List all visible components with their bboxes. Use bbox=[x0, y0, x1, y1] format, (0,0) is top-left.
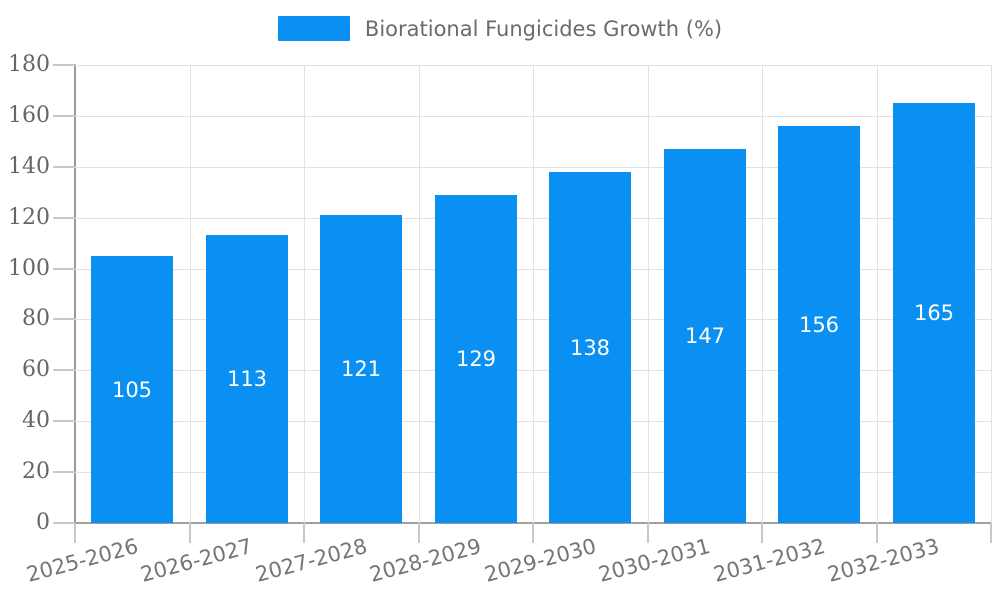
bar-value-label: 105 bbox=[111, 377, 153, 402]
bar[interactable]: 165 bbox=[893, 103, 975, 523]
y-axis-tick bbox=[53, 522, 75, 524]
y-axis-tick bbox=[53, 369, 75, 371]
x-gridline bbox=[762, 65, 763, 523]
y-axis-tick-label: 160 bbox=[8, 103, 50, 128]
x-axis-tick bbox=[761, 523, 763, 543]
y-axis-tick bbox=[53, 217, 75, 219]
legend-label: Biorational Fungicides Growth (%) bbox=[364, 16, 723, 41]
y-axis-tick-label: 20 bbox=[22, 459, 50, 484]
x-axis-tick-label: 2029-2030 bbox=[481, 534, 599, 587]
x-axis-tick bbox=[876, 523, 878, 543]
y-axis-line bbox=[74, 64, 76, 523]
bar-value-label: 165 bbox=[913, 301, 955, 325]
y-axis-tick bbox=[53, 166, 75, 168]
x-axis-tick bbox=[303, 523, 305, 543]
y-axis-tick bbox=[53, 115, 75, 117]
y-axis-tick-label: 0 bbox=[36, 510, 50, 535]
x-gridline bbox=[648, 65, 649, 523]
x-axis-tick bbox=[189, 523, 191, 543]
x-gridline bbox=[877, 65, 878, 523]
x-axis-line bbox=[53, 522, 991, 524]
y-axis-tick-label: 100 bbox=[8, 256, 50, 281]
bar[interactable]: 129 bbox=[435, 195, 517, 523]
y-axis-tick bbox=[53, 318, 75, 320]
bar-value-label: 156 bbox=[798, 312, 840, 337]
x-axis-tick-label: 2025-2026 bbox=[23, 534, 141, 587]
x-axis-tick-label: 2032-2033 bbox=[825, 534, 942, 587]
x-axis-tick-label: 2027-2028 bbox=[252, 534, 370, 587]
x-gridline bbox=[304, 65, 305, 523]
x-axis-tick bbox=[647, 523, 649, 543]
x-axis-tick-label: 2030-2031 bbox=[596, 534, 713, 587]
x-gridline bbox=[419, 65, 420, 523]
y-axis-tick bbox=[53, 268, 75, 270]
x-axis-tick bbox=[532, 523, 534, 543]
legend-swatch-icon bbox=[277, 16, 350, 41]
y-axis-tick-label: 140 bbox=[8, 154, 50, 179]
bar-value-label: 121 bbox=[340, 357, 382, 381]
legend-item[interactable]: Biorational Fungicides Growth (%) bbox=[0, 16, 1000, 41]
y-axis-tick bbox=[53, 471, 75, 473]
y-axis-tick-label: 40 bbox=[22, 408, 50, 433]
x-axis-tick bbox=[418, 523, 420, 543]
bar[interactable]: 147 bbox=[664, 149, 746, 523]
bar-value-label: 129 bbox=[455, 347, 497, 371]
bar-value-label: 113 bbox=[226, 367, 268, 391]
x-axis-tick-label: 2028-2029 bbox=[367, 534, 484, 587]
bar[interactable]: 113 bbox=[206, 235, 288, 523]
bar[interactable]: 156 bbox=[778, 126, 860, 523]
x-axis-tick-label: 2026-2027 bbox=[138, 534, 255, 587]
bar-value-label: 138 bbox=[569, 335, 611, 360]
x-gridline bbox=[190, 65, 191, 523]
x-axis-tick-label: 2031-2032 bbox=[710, 534, 828, 587]
y-axis-tick bbox=[53, 420, 75, 422]
y-axis-tick-label: 60 bbox=[22, 357, 50, 382]
x-axis-tick bbox=[990, 523, 992, 543]
x-axis-tick bbox=[74, 523, 76, 543]
x-gridline bbox=[991, 65, 992, 523]
bar[interactable]: 105 bbox=[91, 256, 173, 523]
y-axis-tick bbox=[53, 64, 75, 66]
bar[interactable]: 121 bbox=[320, 215, 402, 523]
bar[interactable]: 138 bbox=[549, 172, 631, 523]
plot-area: 105 113 121 129 138 147 156 165 bbox=[75, 65, 992, 523]
y-axis-tick-label: 180 bbox=[8, 52, 50, 77]
y-axis-tick-label: 80 bbox=[22, 306, 50, 331]
x-gridline bbox=[533, 65, 534, 523]
y-axis-tick-label: 120 bbox=[8, 205, 50, 230]
bar-value-label: 147 bbox=[684, 324, 726, 348]
